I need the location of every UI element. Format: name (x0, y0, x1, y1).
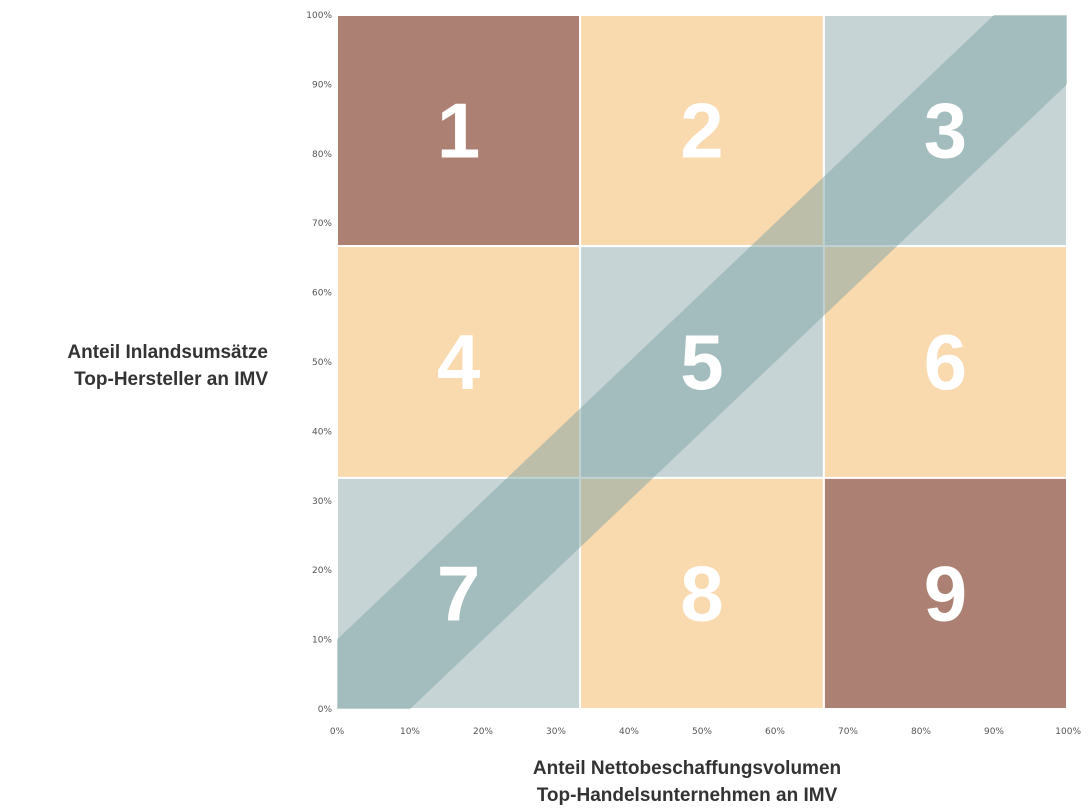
cell-8 (579, 476, 825, 711)
x-tick-label: 0% (330, 727, 345, 737)
cell-number-9: 9 (924, 549, 967, 637)
cell-6 (822, 245, 1068, 479)
diagonal-band-layer (337, 15, 1067, 709)
x-tick-label: 90% (984, 727, 1004, 737)
y-axis-title-line-2: Top-Hersteller an IMV (74, 369, 268, 390)
cell-number-7: 7 (437, 549, 480, 637)
y-axis-title: Anteil Inlandsumsätze Top-Hersteller an … (0, 339, 268, 393)
y-tick-label: 20% (312, 566, 332, 576)
y-tick-label: 30% (312, 497, 332, 507)
x-tick-label: 100% (1055, 727, 1081, 737)
cell-number-3: 3 (924, 87, 967, 175)
cell-9 (822, 476, 1068, 711)
x-tick-label: 30% (546, 727, 566, 737)
y-tick-label: 0% (318, 705, 333, 715)
y-axis-title-line-1: Anteil Inlandsumsätze (67, 342, 268, 363)
y-tick-label: 70% (312, 219, 332, 229)
cell-4 (336, 245, 582, 479)
cell-number-4: 4 (437, 318, 480, 406)
cell-number-2: 2 (680, 87, 723, 175)
cell-2 (579, 14, 825, 248)
x-tick-label: 70% (838, 727, 858, 737)
y-tick-label: 100% (306, 11, 332, 21)
y-tick-label: 80% (312, 150, 332, 160)
x-tick-label: 50% (692, 727, 712, 737)
x-axis-title-line-2: Top-Handelsunternehmen an IMV (536, 785, 838, 806)
cell-number-5: 5 (680, 318, 723, 406)
x-tick-label: 40% (619, 727, 639, 737)
y-tick-label: 60% (312, 289, 332, 299)
y-tick-label: 50% (312, 358, 332, 368)
matrix-cells (336, 14, 1068, 711)
cell-number-labels: 1 2 3 4 5 6 7 8 9 (437, 87, 967, 638)
y-tick-label: 40% (312, 427, 332, 437)
x-tick-label: 20% (473, 727, 493, 737)
y-axis-ticks: 0% 10% 20% 30% 40% 50% 60% 70% 80% 90% 100% (306, 11, 332, 715)
x-tick-label: 60% (765, 727, 785, 737)
cell-1 (336, 14, 582, 248)
x-axis-title-line-1: Anteil Nettobeschaffungsvolumen (532, 758, 842, 779)
diagonal-band (337, 15, 1067, 709)
y-tick-label: 10% (312, 636, 332, 646)
y-tick-label: 90% (312, 80, 332, 90)
cell-number-8: 8 (680, 549, 723, 637)
cell-number-1: 1 (437, 87, 480, 175)
x-axis-ticks: 0% 10% 20% 30% 40% 50% 60% 70% 80% 90% 100% (330, 727, 1082, 737)
x-tick-label: 10% (400, 727, 420, 737)
x-tick-label: 80% (911, 727, 931, 737)
cell-number-6: 6 (924, 318, 967, 406)
x-axis-title: Anteil Nettobeschaffungsvolumen Top-Hand… (437, 755, 937, 809)
